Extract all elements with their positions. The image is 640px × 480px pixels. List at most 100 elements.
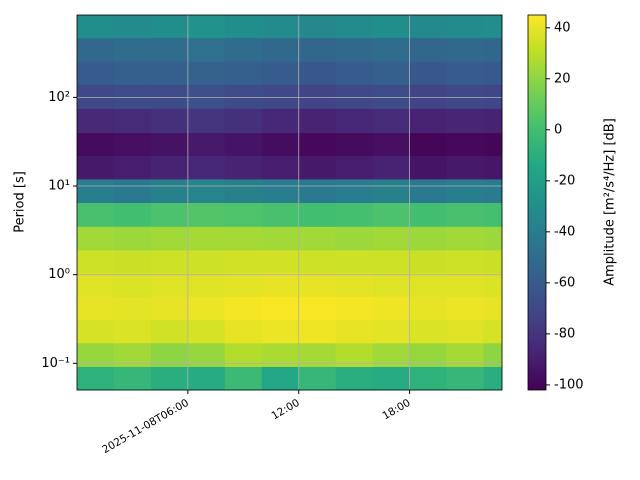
heatmap-cell [483, 132, 503, 157]
heatmap-cell [483, 342, 503, 367]
heatmap-cell [187, 37, 226, 62]
heatmap-cell [224, 61, 263, 85]
heatmap-cell [483, 272, 503, 297]
heatmap-cell [298, 108, 337, 134]
heatmap-cell [113, 132, 152, 157]
heatmap-cell [77, 84, 115, 109]
heatmap-cell [150, 108, 189, 134]
heatmap-cell [335, 84, 374, 109]
heatmap-cell [409, 296, 447, 321]
heatmap-cell [298, 202, 337, 227]
heatmap-cell [113, 202, 152, 227]
heatmap-cell [372, 37, 411, 62]
heatmap-cell [150, 61, 189, 85]
heatmap-cell [77, 249, 115, 274]
y-tick-label: 10¹ [48, 179, 70, 194]
heatmap-cell [298, 15, 337, 39]
heatmap-cell [483, 61, 503, 85]
heatmap-cell [113, 226, 152, 251]
heatmap-cell [335, 296, 374, 321]
heatmap-cell [77, 132, 115, 157]
heatmap-cell [224, 155, 263, 180]
heatmap-cell [77, 155, 115, 180]
heatmap-cell [261, 37, 300, 62]
heatmap-cell [261, 15, 300, 39]
heatmap-cell [187, 319, 226, 344]
heatmap-cell [261, 132, 300, 157]
colorbar-tick-label: 40 [554, 20, 571, 35]
heatmap-cell [372, 366, 411, 391]
heatmap-cell [335, 61, 374, 85]
heatmap-cell [446, 226, 484, 251]
heatmap-cell [372, 108, 411, 134]
heatmap-cell [372, 84, 411, 109]
heatmap-cell [409, 272, 447, 297]
heatmap-cell [409, 366, 447, 391]
heatmap-cell [372, 61, 411, 85]
heatmap-cell [113, 296, 152, 321]
heatmap-cell [187, 226, 226, 251]
heatmap-cell [113, 249, 152, 274]
heatmap-cell [150, 319, 189, 344]
heatmap-cell [77, 202, 115, 227]
heatmap-cell [150, 249, 189, 274]
heatmap-cell [409, 179, 447, 204]
heatmap-cell [446, 202, 484, 227]
heatmap-cell [483, 319, 503, 344]
heatmap-cell [224, 249, 263, 274]
heatmap-cell [187, 61, 226, 85]
heatmap-cell [261, 108, 300, 134]
x-tick-label: 2025-11-08T06:00 [100, 397, 191, 456]
heatmap-cell [446, 155, 484, 180]
heatmap-cell [77, 15, 115, 39]
heatmap-cell [483, 37, 503, 62]
heatmap-cell [446, 366, 484, 391]
heatmap-cell [113, 15, 152, 39]
heatmap-cell [409, 202, 447, 227]
heatmap-cell [150, 226, 189, 251]
heatmap [77, 15, 503, 391]
heatmap-cell [298, 226, 337, 251]
heatmap-cell [298, 296, 337, 321]
heatmap-cell [113, 155, 152, 180]
heatmap-cell [483, 108, 503, 134]
heatmap-cell [224, 132, 263, 157]
heatmap-cell [483, 202, 503, 227]
heatmap-cell [187, 179, 226, 204]
heatmap-cell [372, 132, 411, 157]
colorbar-tick-label: -80 [554, 326, 575, 341]
heatmap-cell [261, 202, 300, 227]
colorbar [527, 14, 547, 391]
heatmap-cell [187, 132, 226, 157]
heatmap-cell [335, 15, 374, 39]
heatmap-cell [150, 366, 189, 391]
heatmap-cell [224, 15, 263, 39]
plot-frame [76, 14, 503, 391]
heatmap-cell [446, 296, 484, 321]
heatmap-cell [446, 61, 484, 85]
heatmap-cell [372, 179, 411, 204]
heatmap-cell [77, 61, 115, 85]
heatmap-cell [335, 319, 374, 344]
heatmap-cell [261, 84, 300, 109]
heatmap-cell [335, 155, 374, 180]
heatmap-cell [224, 226, 263, 251]
heatmap-cell [446, 84, 484, 109]
heatmap-cell [187, 15, 226, 39]
heatmap-cell [372, 202, 411, 227]
heatmap-cell [372, 319, 411, 344]
heatmap-cell [224, 319, 263, 344]
heatmap-cell [224, 366, 263, 391]
heatmap-cell [150, 132, 189, 157]
heatmap-cell [77, 272, 115, 297]
heatmap-cell [409, 249, 447, 274]
heatmap-cell [372, 272, 411, 297]
heatmap-cell [77, 296, 115, 321]
heatmap-cell [113, 366, 152, 391]
heatmap-cell [409, 37, 447, 62]
heatmap-cell [335, 108, 374, 134]
heatmap-cell [224, 179, 263, 204]
heatmap-cell [409, 319, 447, 344]
heatmap-cell [261, 272, 300, 297]
heatmap-cell [77, 179, 115, 204]
